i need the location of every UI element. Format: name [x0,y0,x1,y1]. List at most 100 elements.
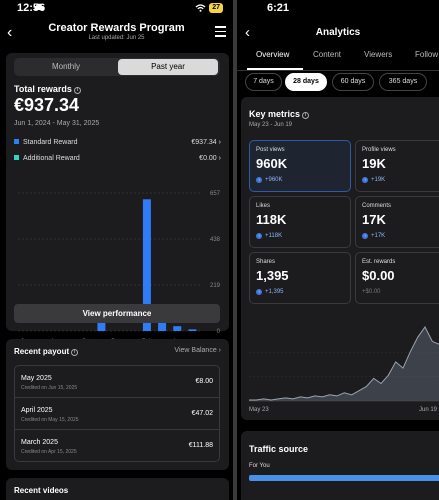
metric-post-views[interactable]: Post views 960K ↑ +960K [249,140,351,192]
arrow-up-icon: ↑ [256,233,262,239]
metric-value: 19K [362,156,386,171]
chip-365-days[interactable]: 365 days [379,73,427,91]
recent-payout-heading: Recent payout i [14,347,79,356]
traffic-row-label: For You [249,463,270,469]
battery-icon: 27 [209,3,223,13]
info-icon[interactable]: i [302,112,310,119]
bar [158,315,167,331]
status-bar: 6:21 [237,0,439,18]
arrow-up-icon: ↑ [256,177,262,183]
chip-28-days[interactable]: 28 days [285,73,327,91]
payout-month: May 2025 [21,375,52,382]
metric-label: Comments [362,203,392,209]
metric-delta: ↑ +1,395 [256,289,284,295]
info-icon[interactable]: i [73,87,81,94]
payout-row[interactable]: April 2025 Credited on May 15, 2025 €47.… [15,398,219,430]
status-time: 6:21 [267,2,290,14]
top-nav: ‹ Analytics [237,22,439,42]
metric-delta: +$0.00 [362,289,381,295]
y-tick-label: 219 [210,283,221,289]
payout-amount: €8.00 [195,378,213,385]
arrow-up-icon: ↑ [362,233,368,239]
wifi-icon [195,4,206,12]
page-title: Analytics [315,27,361,38]
chevron-right-icon: › [218,155,221,162]
last-updated: Last updated: Jun 25 [88,35,145,41]
additional-reward-amount: €0.00 [199,155,217,162]
key-metrics-range: May 23 - Jun 19 [249,122,293,128]
recent-videos-card: Recent videos [6,478,229,500]
tab-content[interactable]: Content [313,50,342,59]
key-metrics-title: Key metrics [249,109,301,119]
bar [173,326,182,331]
metric-shares[interactable]: Shares 1,395 ↑ +1,395 [249,252,351,304]
metric-label: Post views [256,147,285,153]
traffic-source-card: Traffic source For You 9 [241,431,439,500]
metric-likes[interactable]: Likes 118K ↑ +118K [249,196,351,248]
metric-delta: ↑ +17K [362,233,385,239]
traffic-source-title: Traffic source [249,444,309,454]
view-performance-button[interactable]: View performance [14,304,220,323]
payout-row[interactable]: March 2025 Credited on Apr 15, 2025 €111… [15,430,219,462]
total-rewards-card: Monthly Past year Total rewards i €937.34… [6,53,229,345]
standard-reward-row[interactable]: Standard Reward €937.34 › [14,139,221,151]
payout-amount: €47.02 [191,410,213,417]
metric-comments[interactable]: Comments 17K ↑ +17K [355,196,439,248]
metric-delta: ↑ +960K [256,177,283,183]
tab-viewers[interactable]: Viewers [364,50,393,59]
back-icon[interactable]: ‹ [7,24,13,41]
metric-delta-value: +17K [371,233,386,239]
tab-monthly[interactable]: Monthly [51,62,80,71]
active-tab-indicator [247,68,303,70]
metric-label: Profile views [362,147,396,153]
key-metrics-card: Key metrics i May 23 - Jun 19 Post views … [241,97,439,420]
payout-credited: Credited on Jun 15, 2025 [21,385,78,391]
additional-reward-label: Additional Reward [23,155,80,162]
metric-value: 118K [256,212,287,227]
back-icon[interactable]: ‹ [245,24,250,41]
total-rewards-label: Total rewards [14,84,72,94]
view-balance-label: View Balance [174,347,217,354]
tab-divider [237,70,439,71]
recent-payout-title: Recent payout [14,347,70,356]
additional-reward-value: €0.00 › [199,155,221,162]
y-tick-label: 438 [210,237,221,243]
arrow-up-icon: ↑ [256,289,262,295]
page-title: Creator Rewards Program [48,22,185,34]
metric-delta-value: +960K [265,177,283,183]
standard-reward-value: €937.34 › [191,139,221,146]
chevron-right-icon: › [218,139,221,146]
view-balance-link[interactable]: View Balance › [174,347,221,354]
metric-delta: ↑ +118K [256,233,282,239]
additional-reward-swatch [14,155,19,160]
additional-reward-row[interactable]: Additional Reward €0.00 › [14,155,221,167]
tab-past-year[interactable]: Past year [118,59,218,75]
metric-value: $0.00 [362,268,395,283]
standard-reward-amount: €937.34 [191,139,217,146]
chip-60-days[interactable]: 60 days [332,73,374,91]
status-bar: 12:56 27 [0,0,233,18]
bar [142,199,151,331]
payout-row[interactable]: May 2025 Credited on Jun 15, 2025 €8.00 [15,366,219,398]
recent-videos-title: Recent videos [14,486,69,495]
metric-delta: ↑ +19K [362,177,385,183]
metric-est-rewards[interactable]: Est. rewards $0.00 +$0.00 [355,252,439,304]
metric-profile-views[interactable]: Profile views 19K ↑ +19K [355,140,439,192]
menu-icon[interactable] [215,26,226,40]
tab-overview[interactable]: Overview [256,50,290,59]
tab-followers[interactable]: Follow [415,50,439,59]
area-fill [249,327,439,401]
info-icon[interactable]: i [71,349,79,356]
area-line [249,326,439,401]
total-rewards-range: Jun 1, 2024 - May 31, 2025 [14,120,100,127]
standard-reward-label: Standard Reward [23,139,78,146]
rewards-bar-chart: 0219438657JunAugOctDecFebApr [18,191,221,345]
payout-amount: €111.88 [188,442,213,449]
x-tick-label: Jun 19 [419,407,438,413]
total-rewards-amount: €937.34 [14,95,80,115]
y-tick-label: 657 [210,191,221,197]
analytics-tabs: Overview Content Viewers Follow [237,50,439,68]
analytics-screen: 6:21 ‹ Analytics Overview Content Viewer… [237,0,439,500]
recent-payout-card: Recent payout i View Balance › May 2025 C… [6,339,229,470]
chip-7-days[interactable]: 7 days [245,73,282,91]
